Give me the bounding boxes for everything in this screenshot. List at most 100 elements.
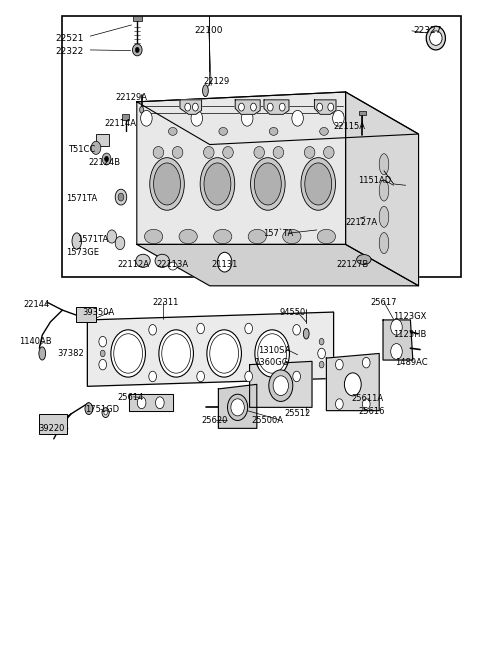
Polygon shape xyxy=(383,320,413,360)
Circle shape xyxy=(328,103,334,111)
Text: 22127A: 22127A xyxy=(346,217,378,227)
Circle shape xyxy=(105,156,108,162)
Text: 1123HB: 1123HB xyxy=(393,330,426,339)
Ellipse shape xyxy=(114,334,143,373)
Text: 21131: 21131 xyxy=(211,260,238,269)
Circle shape xyxy=(279,103,285,111)
Bar xyxy=(62,16,461,277)
Ellipse shape xyxy=(303,328,309,339)
Circle shape xyxy=(185,103,191,111)
Text: 25620: 25620 xyxy=(202,416,228,425)
Circle shape xyxy=(241,110,253,126)
Text: 22322: 22322 xyxy=(56,47,84,57)
Ellipse shape xyxy=(273,376,288,396)
Ellipse shape xyxy=(430,31,442,45)
Ellipse shape xyxy=(269,370,293,401)
Ellipse shape xyxy=(162,334,191,373)
Polygon shape xyxy=(129,394,173,411)
Text: 22114A: 22114A xyxy=(105,119,137,128)
Circle shape xyxy=(239,103,244,111)
Polygon shape xyxy=(235,100,260,114)
Ellipse shape xyxy=(136,254,150,267)
Ellipse shape xyxy=(159,330,193,377)
Circle shape xyxy=(91,141,101,154)
Circle shape xyxy=(293,371,300,382)
Ellipse shape xyxy=(305,163,332,205)
Text: 22113A: 22113A xyxy=(156,260,188,269)
Circle shape xyxy=(333,110,344,126)
Ellipse shape xyxy=(357,254,371,265)
Ellipse shape xyxy=(104,410,108,415)
Circle shape xyxy=(336,399,343,409)
Text: 1310SA: 1310SA xyxy=(258,346,290,355)
Ellipse shape xyxy=(150,158,184,210)
Ellipse shape xyxy=(345,373,361,396)
Circle shape xyxy=(318,348,325,359)
Polygon shape xyxy=(180,100,202,114)
Ellipse shape xyxy=(210,334,239,373)
Polygon shape xyxy=(326,353,379,411)
Circle shape xyxy=(156,397,164,409)
Ellipse shape xyxy=(301,158,336,210)
Ellipse shape xyxy=(273,147,284,158)
Ellipse shape xyxy=(168,127,177,135)
Text: 22144: 22144 xyxy=(23,300,49,309)
Bar xyxy=(39,414,67,434)
Ellipse shape xyxy=(379,206,389,227)
Circle shape xyxy=(197,371,204,382)
Circle shape xyxy=(115,237,125,250)
Ellipse shape xyxy=(426,26,445,50)
Circle shape xyxy=(102,153,111,165)
Ellipse shape xyxy=(204,147,214,158)
Ellipse shape xyxy=(254,163,281,205)
Ellipse shape xyxy=(251,158,285,210)
Text: T51CC: T51CC xyxy=(68,145,96,154)
Text: 1360GG: 1360GG xyxy=(254,357,288,367)
Circle shape xyxy=(191,110,203,126)
Ellipse shape xyxy=(379,154,389,175)
Circle shape xyxy=(319,338,324,345)
Text: 1123GX: 1123GX xyxy=(393,311,426,321)
Bar xyxy=(359,111,366,115)
Polygon shape xyxy=(264,100,289,114)
Ellipse shape xyxy=(320,127,328,135)
Text: 1489AC: 1489AC xyxy=(396,357,428,367)
Ellipse shape xyxy=(72,233,82,249)
Text: 39220: 39220 xyxy=(38,424,65,433)
Text: 22521: 22521 xyxy=(56,34,84,43)
Ellipse shape xyxy=(172,147,183,158)
Text: 25512: 25512 xyxy=(284,409,311,419)
Polygon shape xyxy=(137,92,346,244)
Ellipse shape xyxy=(207,330,241,377)
Text: 1151AD: 1151AD xyxy=(358,175,391,185)
Text: 22127B: 22127B xyxy=(336,260,368,269)
Ellipse shape xyxy=(204,163,231,205)
Circle shape xyxy=(362,399,370,409)
Circle shape xyxy=(141,110,152,126)
Text: 22311: 22311 xyxy=(153,298,179,307)
Circle shape xyxy=(245,371,252,382)
Ellipse shape xyxy=(324,147,334,158)
Polygon shape xyxy=(346,92,419,286)
Polygon shape xyxy=(218,384,257,428)
Circle shape xyxy=(197,323,204,334)
Ellipse shape xyxy=(144,229,163,244)
Ellipse shape xyxy=(168,262,177,270)
Text: 1751GD: 1751GD xyxy=(85,405,120,414)
Text: 37382: 37382 xyxy=(58,349,84,358)
Circle shape xyxy=(137,397,146,409)
Ellipse shape xyxy=(155,254,169,267)
Circle shape xyxy=(192,103,198,111)
Ellipse shape xyxy=(179,229,197,244)
Circle shape xyxy=(100,350,105,357)
Circle shape xyxy=(267,103,273,111)
Bar xyxy=(76,307,96,322)
Circle shape xyxy=(118,193,124,201)
Ellipse shape xyxy=(269,127,278,135)
Ellipse shape xyxy=(231,399,244,416)
Ellipse shape xyxy=(200,158,235,210)
Ellipse shape xyxy=(203,85,208,97)
Text: 22129: 22129 xyxy=(203,77,229,86)
Circle shape xyxy=(336,359,343,370)
Text: 25500A: 25500A xyxy=(252,416,284,425)
